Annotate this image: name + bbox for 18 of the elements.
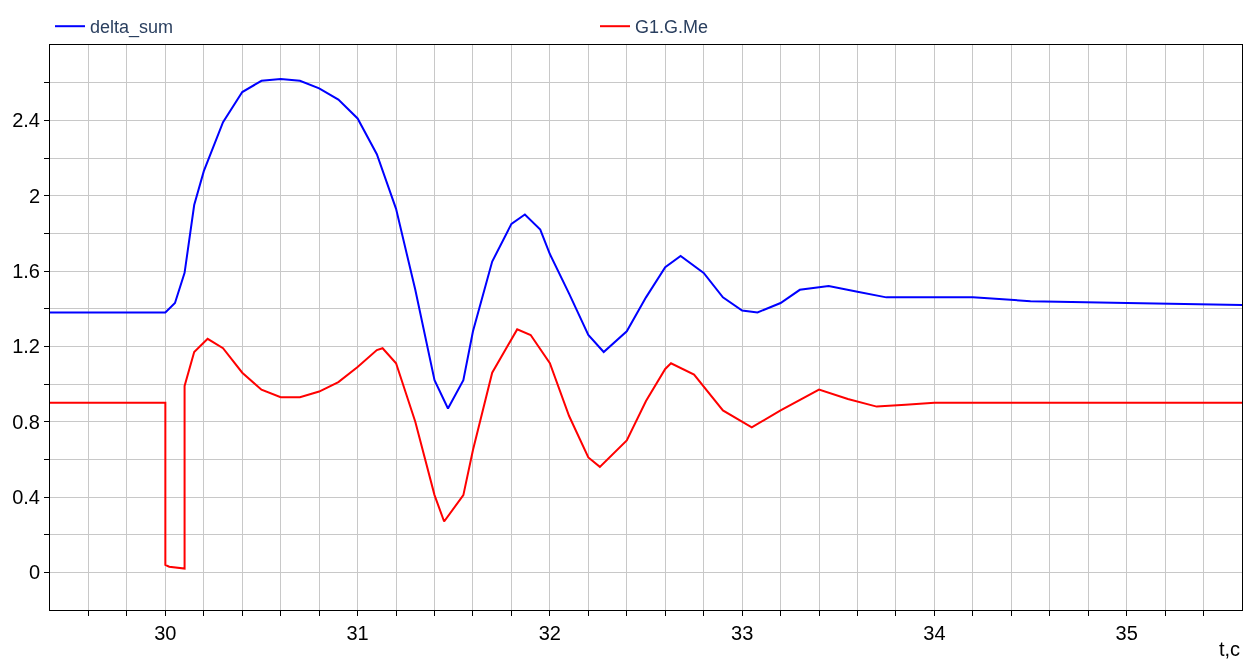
x-tick-label: 30 — [154, 622, 177, 644]
y-tick-label: 2.4 — [12, 109, 40, 132]
y-tick-label: 0.8 — [12, 410, 40, 433]
y-tick-label: 0.4 — [12, 486, 40, 508]
x-tick-label: 32 — [538, 622, 561, 644]
y-tick-label: 0 — [28, 561, 40, 584]
x-tick-label: 31 — [346, 622, 369, 644]
legend-label: G1.G.Me — [635, 17, 709, 38]
legend-label: delta_sum — [90, 17, 174, 39]
x-axis-title: t,c — [1219, 638, 1241, 660]
y-tick-label: 2 — [28, 184, 40, 207]
line-series — [50, 77, 1242, 410]
y-tick-label: 1.6 — [12, 260, 40, 282]
x-tick-label: 33 — [731, 622, 754, 644]
x-tick-label: 34 — [923, 622, 946, 644]
line-series — [50, 328, 1242, 570]
y-tick-label: 1.2 — [12, 335, 40, 358]
x-tick-label: 35 — [1115, 622, 1138, 644]
